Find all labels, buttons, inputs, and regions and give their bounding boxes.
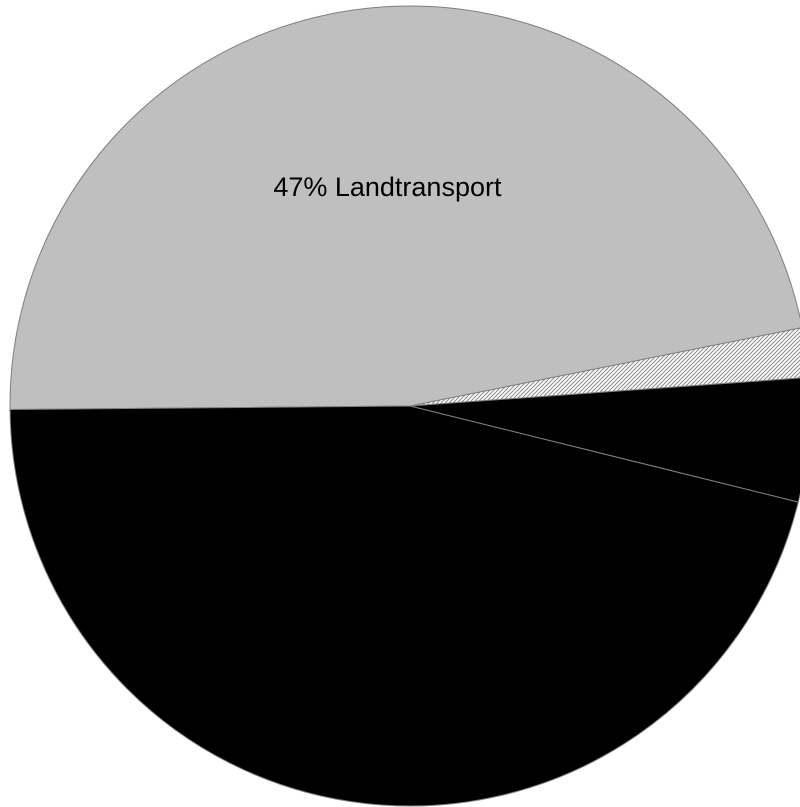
slice-label-1: 47% Landtransport — [273, 172, 502, 202]
pie-slice-4 — [9, 405, 799, 807]
pie-slice-2 — [409, 327, 800, 407]
pie-labels: 47% Landtransport — [273, 172, 502, 202]
pie-slice-1 — [9, 5, 800, 410]
pie-slices — [9, 5, 800, 807]
